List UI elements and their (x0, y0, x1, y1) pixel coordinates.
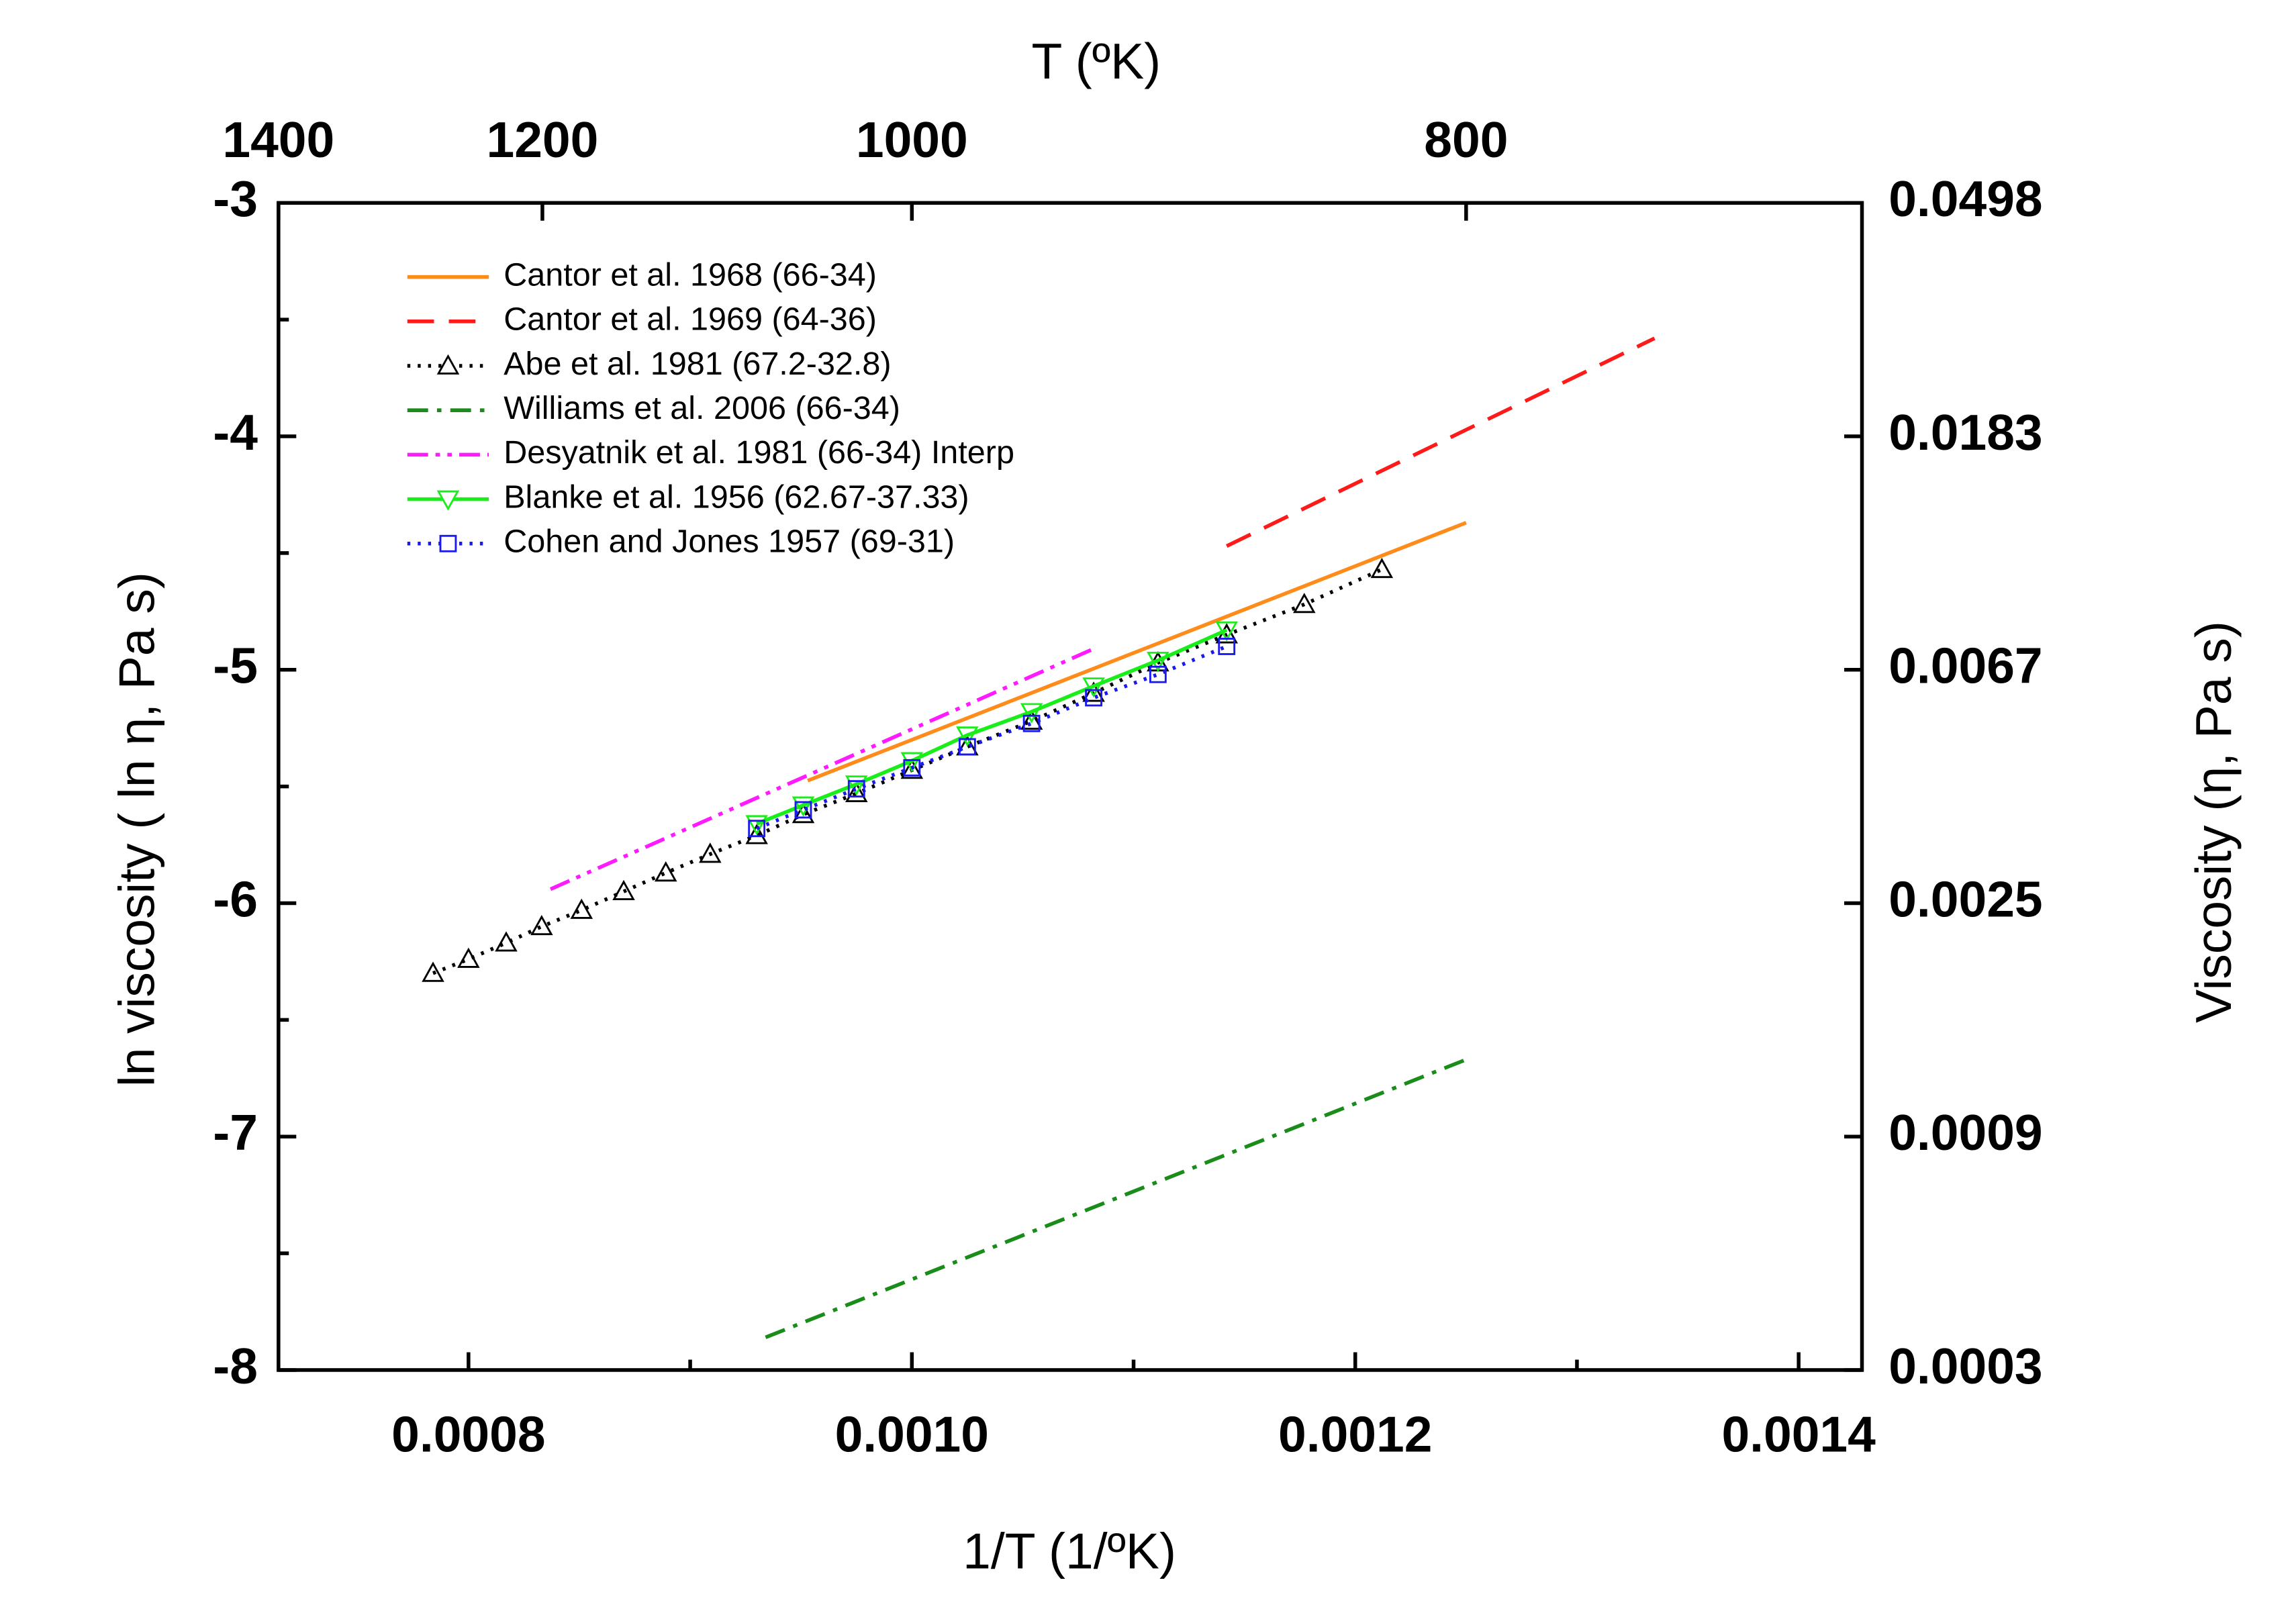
y-tick-label: -8 (213, 1338, 258, 1394)
y-tick-label: -4 (213, 404, 258, 460)
x-tick-label: 0.0014 (1721, 1406, 1876, 1462)
data-point (845, 775, 868, 796)
data-point (1149, 665, 1167, 683)
y-tick-label: -3 (213, 171, 258, 227)
y2-axis-label: Viscosity (η, Pa s) (2185, 621, 2242, 1023)
data-point (654, 861, 677, 882)
y2-tick-label: 0.0009 (1888, 1104, 2042, 1161)
data-point (612, 879, 635, 901)
x2-tick-label: 1000 (856, 111, 968, 168)
y2-tick-label: 0.0003 (1888, 1338, 2042, 1394)
series-line (756, 628, 1228, 826)
data-point (1020, 703, 1043, 724)
data-point (847, 780, 865, 798)
legend-marker (436, 490, 460, 511)
data-point (699, 842, 722, 863)
data-point (457, 947, 480, 968)
data-point (1022, 714, 1041, 732)
y-tick-label: -7 (213, 1104, 258, 1161)
x2-tick-label: 1400 (222, 111, 334, 168)
data-point (794, 801, 812, 819)
x-axis-label: 1/T (1/ºK) (963, 1523, 1176, 1579)
legend-label: Desyatnik et al. 1981 (66-34) Interp (504, 434, 1014, 471)
data-point (956, 726, 979, 747)
y2-tick-label: 0.0067 (1888, 638, 2042, 694)
x-tick-label: 0.0010 (835, 1406, 989, 1462)
data-point (958, 738, 976, 756)
data-point (570, 898, 593, 919)
data-point (1218, 638, 1236, 655)
y-axis-label: ln viscosity ( ln η, Pa s) (108, 572, 164, 1087)
data-point (1147, 651, 1169, 673)
data-point (745, 815, 768, 836)
data-point (495, 931, 518, 952)
y2-tick-label: 0.0498 (1888, 171, 2042, 227)
data-point (1085, 689, 1102, 707)
data-point (1370, 557, 1394, 579)
x2-tick-label: 800 (1424, 111, 1508, 168)
series-line (807, 521, 1467, 783)
data-point (900, 752, 924, 773)
series-line (549, 646, 1095, 891)
legend-label: Cantor et al. 1969 (64-36) (504, 301, 877, 338)
legend-marker (436, 354, 460, 375)
x-tick-label: 0.0012 (1278, 1406, 1432, 1462)
data-point (1215, 621, 1238, 642)
y-tick-label: -5 (213, 638, 258, 694)
legend-label: Cantor et al. 1968 (66-34) (504, 256, 877, 293)
series-line (756, 644, 1228, 830)
data-point (748, 820, 766, 838)
legend-label: Abe et al. 1981 (67.2-32.8) (504, 346, 891, 382)
data-point (530, 914, 553, 936)
data-point (792, 796, 815, 817)
legend-marker (439, 534, 457, 552)
data-point (1020, 709, 1043, 730)
data-point (1082, 681, 1105, 702)
x-tick-label: 0.0008 (391, 1406, 545, 1462)
data-point (900, 758, 924, 779)
data-point (1082, 677, 1105, 698)
series-line (432, 567, 1383, 975)
x2-axis-label: T (ºK) (1031, 33, 1161, 89)
y2-tick-label: 0.0025 (1888, 871, 2042, 927)
data-point (903, 759, 921, 777)
legend-label: Blanke et al. 1956 (62.67-37.33) (504, 479, 969, 515)
legend-label: Cohen and Jones 1957 (69-31) (504, 524, 955, 560)
y2-tick-label: 0.0183 (1888, 404, 2042, 460)
legend-label: Williams et al. 2006 (66-34) (504, 390, 900, 426)
y-tick-label: -6 (213, 871, 258, 927)
series-line (765, 1057, 1467, 1339)
data-point (745, 824, 768, 844)
data-point (845, 781, 868, 802)
series-line (1225, 336, 1656, 548)
data-point (422, 961, 444, 982)
data-point (1293, 593, 1316, 614)
x2-tick-label: 1200 (486, 111, 598, 168)
